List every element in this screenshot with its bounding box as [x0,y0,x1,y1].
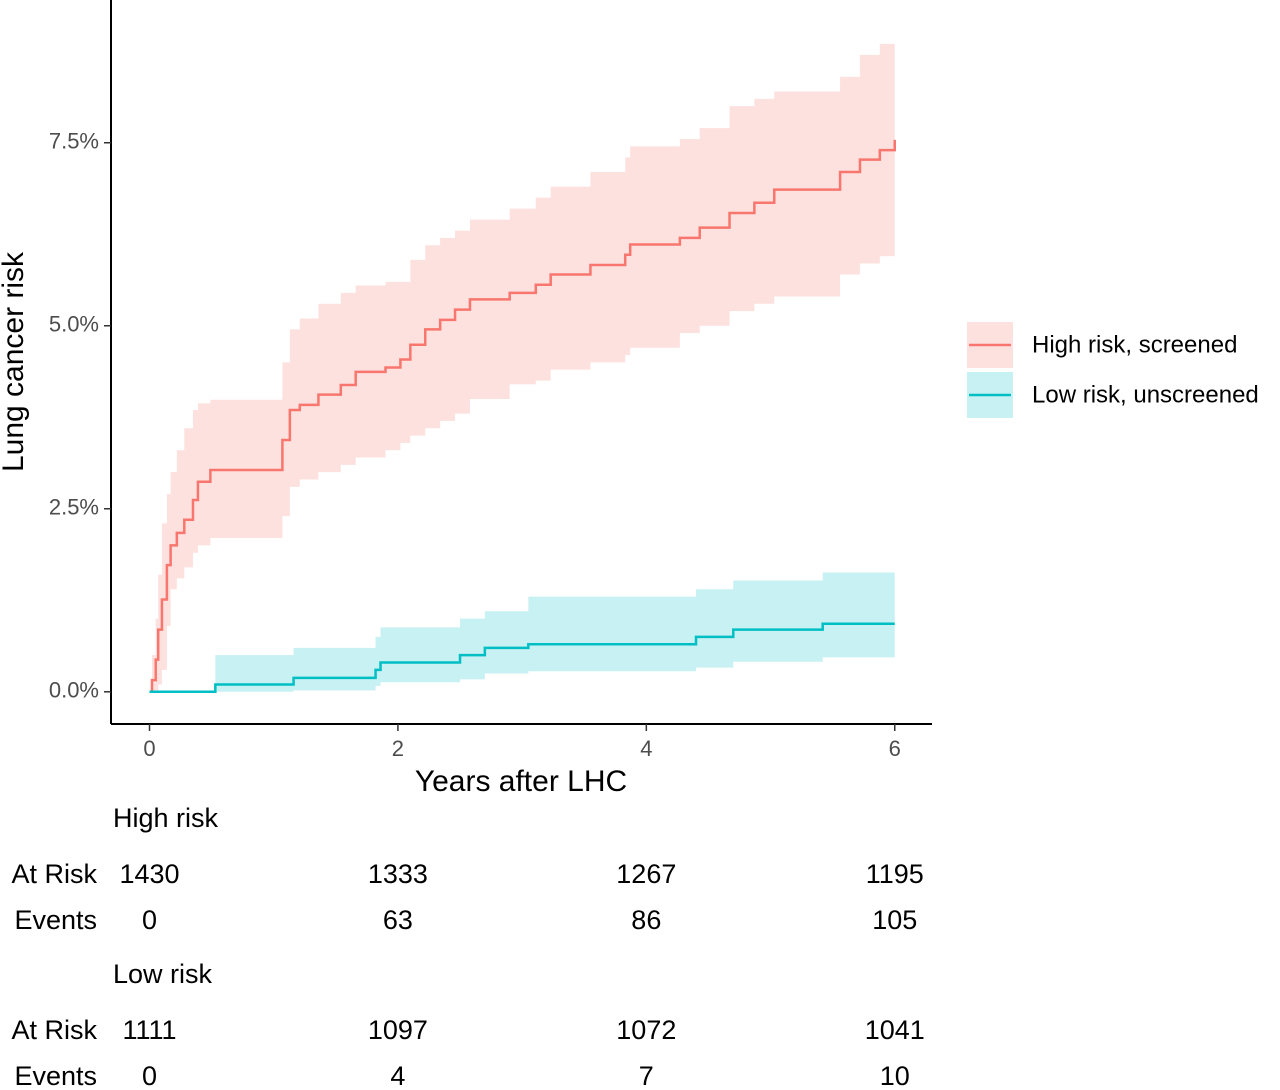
risk-value: 1430 [119,859,179,889]
risk-value: 0 [142,1061,157,1090]
x-tick-label: 0 [143,736,155,761]
risk-value: 0 [142,905,157,935]
risk-group-title: Low risk [113,959,213,989]
risk-group-title: High risk [113,803,219,833]
risk-row-label: Events [14,1061,97,1090]
risk-line [149,139,896,694]
risk-value: 1333 [368,859,428,889]
risk-value: 1195 [866,859,924,889]
y-tick-label: 0.0% [49,678,99,703]
y-tick-label: 2.5% [49,495,99,520]
risk-value: 1097 [368,1015,428,1045]
y-tick-label: 7.5% [49,129,99,154]
confidence-band [149,40,895,692]
risk-line [149,622,895,694]
confidence-band [149,572,895,692]
x-tick-label: 6 [889,736,901,761]
risk-row-label: Events [14,905,97,935]
legend-label: High risk, screened [1032,331,1237,358]
x-tick-label: 2 [392,736,404,761]
risk-value: 4 [390,1061,405,1090]
legend-label: Low risk, unscreened [1032,381,1259,408]
risk-value: 7 [639,1061,654,1090]
risk-value: 105 [872,905,917,935]
risk-value: 1111 [122,1015,176,1045]
risk-value: 1267 [616,859,676,889]
y-tick-label: 5.0% [49,312,99,337]
risk-value: 10 [880,1061,910,1090]
risk-value: 1072 [616,1015,676,1045]
y-axis-title: Lung cancer risk [0,251,30,472]
risk-row-label: At Risk [11,859,97,889]
risk-row-label: At Risk [11,1015,97,1045]
risk-value: 63 [383,905,413,935]
risk-value: 86 [631,905,661,935]
risk-value: 1041 [865,1015,925,1045]
x-axis-title: Years after LHC [415,765,627,798]
x-tick-label: 4 [640,736,652,761]
